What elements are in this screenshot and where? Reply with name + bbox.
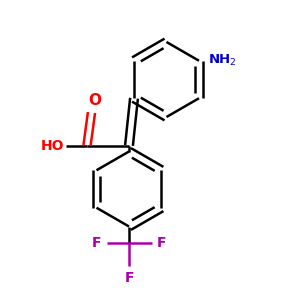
Text: F: F <box>157 236 166 250</box>
Text: NH$_2$: NH$_2$ <box>208 53 237 68</box>
Text: HO: HO <box>41 139 64 152</box>
Text: F: F <box>124 271 134 285</box>
Text: F: F <box>92 236 101 250</box>
Text: O: O <box>88 93 101 108</box>
